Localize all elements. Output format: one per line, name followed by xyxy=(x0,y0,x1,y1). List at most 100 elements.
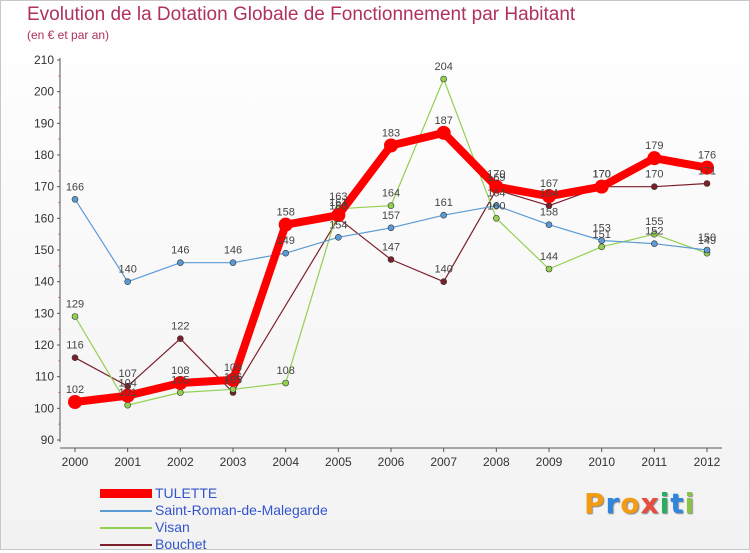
data-point xyxy=(71,196,79,203)
data-point xyxy=(229,386,237,393)
data-point xyxy=(226,372,240,387)
legend-swatch xyxy=(100,527,152,529)
data-point xyxy=(71,313,79,320)
legend-label: Visan xyxy=(155,519,190,535)
x-tick-label: 2011 xyxy=(641,455,667,469)
data-label: 176 xyxy=(698,150,716,162)
x-tick-label: 2001 xyxy=(114,455,141,469)
logo-letter: i xyxy=(684,487,696,520)
data-label: 150 xyxy=(698,232,716,244)
data-label: 164 xyxy=(540,188,558,200)
data-label: 153 xyxy=(592,223,610,235)
data-label: 170 xyxy=(645,169,663,181)
proxiti-logo: Proxiti xyxy=(584,487,695,520)
data-label: 101 xyxy=(118,387,136,399)
data-label: 170 xyxy=(592,169,610,181)
data-label: 146 xyxy=(171,245,189,257)
data-point xyxy=(545,221,553,228)
data-label: 122 xyxy=(171,321,189,333)
data-label: 163 xyxy=(329,191,347,203)
y-tick-label: 180 xyxy=(34,148,54,162)
data-label: 179 xyxy=(645,140,663,152)
y-tick-label: 150 xyxy=(34,243,54,257)
chart-subtitle: (en € et par an) xyxy=(27,28,110,42)
data-point xyxy=(282,379,289,387)
legend-swatch xyxy=(100,544,152,546)
data-point xyxy=(282,249,289,257)
legend-swatch xyxy=(100,489,152,498)
data-point xyxy=(703,246,711,254)
data-label: 149 xyxy=(698,235,716,247)
data-label: 160 xyxy=(487,200,505,212)
data-point xyxy=(493,202,500,209)
x-tick-label: 2002 xyxy=(167,455,194,469)
data-point xyxy=(703,180,711,187)
data-label: 102 xyxy=(66,384,84,396)
y-tick-label: 90 xyxy=(41,433,55,447)
y-tick-label: 100 xyxy=(34,401,54,415)
data-point xyxy=(177,259,184,266)
data-point xyxy=(436,125,451,140)
data-label: 149 xyxy=(276,235,294,247)
data-point xyxy=(384,138,398,153)
data-label: 105 xyxy=(171,375,189,387)
data-point xyxy=(651,240,658,247)
data-point xyxy=(647,151,662,166)
data-point xyxy=(124,278,131,285)
data-label: 170 xyxy=(592,169,610,181)
data-label: 170 xyxy=(487,169,505,181)
data-label: 160 xyxy=(329,200,347,212)
data-point xyxy=(177,389,184,396)
y-tick-label: 110 xyxy=(35,370,54,384)
logo-letter: t xyxy=(670,487,685,520)
data-label: 146 xyxy=(224,245,242,257)
x-tick-label: 2005 xyxy=(325,455,352,469)
y-tick-label: 190 xyxy=(34,116,54,130)
x-tick-label: 2012 xyxy=(694,455,721,469)
data-label: 161 xyxy=(434,197,452,209)
x-tick-label: 2007 xyxy=(430,455,457,469)
data-point xyxy=(440,278,447,285)
data-label: 166 xyxy=(66,181,84,193)
x-tick-label: 2010 xyxy=(588,455,615,469)
data-point xyxy=(651,230,658,238)
data-point xyxy=(124,401,131,409)
data-label: 116 xyxy=(66,340,84,352)
legend-label: Bouchet xyxy=(155,536,207,552)
data-label: 105 xyxy=(224,375,242,387)
data-label: 158 xyxy=(540,207,558,219)
x-tick-label: 2004 xyxy=(272,455,299,469)
data-label: 187 xyxy=(434,115,452,127)
data-label: 161 xyxy=(329,197,347,209)
data-label: 140 xyxy=(434,264,452,276)
data-point xyxy=(387,202,395,209)
data-label: 109 xyxy=(224,362,242,374)
data-label: 158 xyxy=(276,207,294,219)
data-label: 164 xyxy=(487,188,505,200)
data-point xyxy=(120,388,135,403)
data-point xyxy=(331,208,346,223)
y-tick-label: 210 xyxy=(34,53,54,67)
data-point xyxy=(542,189,556,204)
data-label: 169 xyxy=(487,172,505,184)
data-label: 157 xyxy=(382,210,400,222)
logo-letter: r xyxy=(605,487,621,520)
data-label: 204 xyxy=(434,61,452,73)
data-point xyxy=(440,211,447,219)
data-point xyxy=(594,179,609,194)
data-label: 147 xyxy=(382,242,400,254)
logo-letter: o xyxy=(620,487,641,520)
x-tick-label: 2006 xyxy=(378,455,405,469)
data-point xyxy=(598,237,605,244)
data-point xyxy=(489,179,504,194)
data-label: 106 xyxy=(224,371,242,383)
y-tick-label: 160 xyxy=(34,211,54,225)
data-point xyxy=(68,395,82,409)
series-line-bouchet xyxy=(74,182,708,394)
x-tick-label: 2000 xyxy=(62,455,89,469)
data-point xyxy=(177,335,184,342)
data-label: 167 xyxy=(540,178,558,190)
data-label: 151 xyxy=(592,229,610,241)
legend-label: Saint-Roman-de-Malegarde xyxy=(155,502,328,518)
data-label: 140 xyxy=(118,264,136,276)
